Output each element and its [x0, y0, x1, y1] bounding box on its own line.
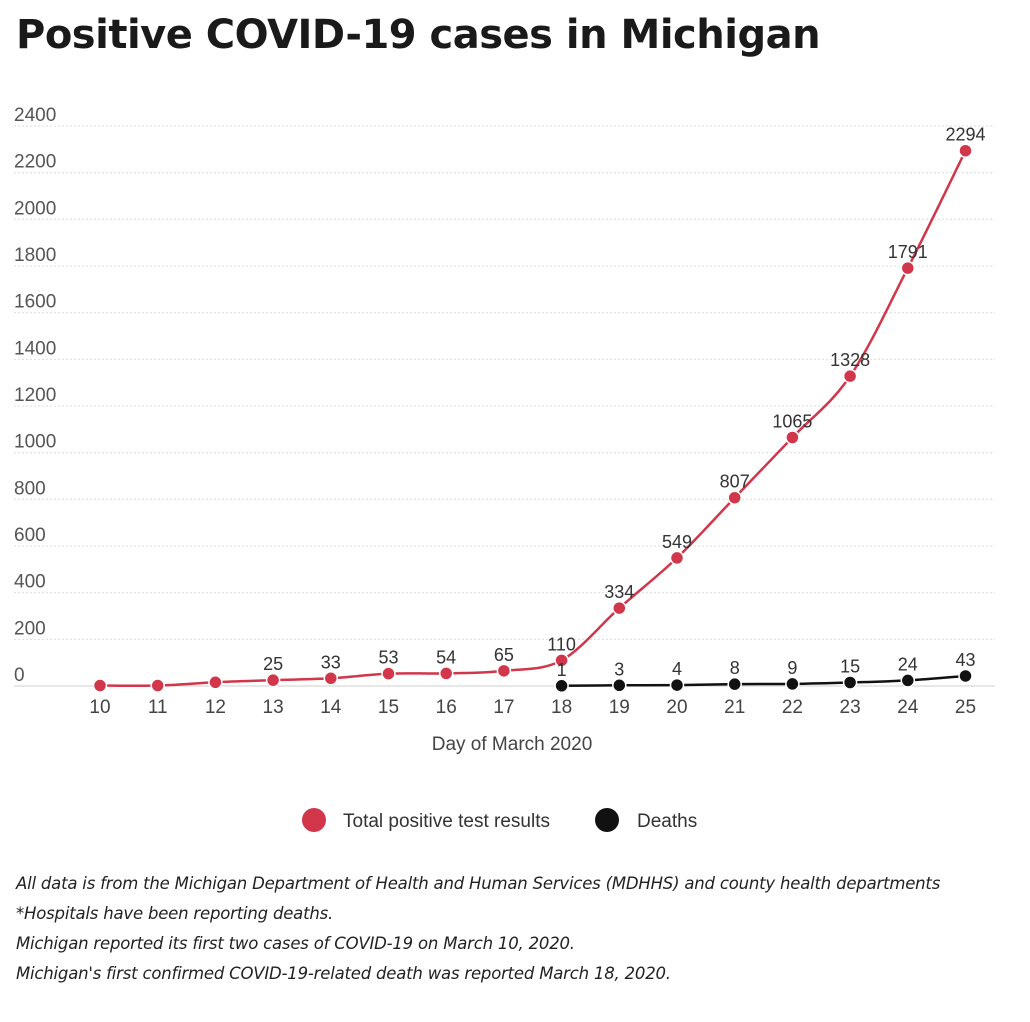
- data-label-positive: 549: [662, 532, 692, 552]
- y-tick-label: 1400: [14, 338, 56, 359]
- data-label-positive: 65: [494, 645, 514, 665]
- data-label-positive: 334: [604, 582, 634, 602]
- x-tick-label: 22: [782, 697, 803, 718]
- footnote-first-death: Michigan's first confirmed COVID-19-rela…: [16, 964, 671, 983]
- x-tick-label: 15: [378, 697, 399, 718]
- data-point-positive: [785, 430, 800, 445]
- x-tick-label: 18: [551, 697, 572, 718]
- y-tick-label: 800: [14, 478, 46, 499]
- y-tick-label: 600: [14, 525, 46, 546]
- x-tick-label: 23: [840, 697, 861, 718]
- x-tick-label: 21: [724, 697, 745, 718]
- data-label-deaths: 1: [557, 660, 567, 680]
- data-label-positive: 25: [263, 654, 283, 674]
- data-point-deaths: [900, 673, 916, 688]
- data-label-deaths: 4: [672, 659, 682, 679]
- footnote-source: All data is from the Michigan Department…: [16, 874, 941, 893]
- series-line-positive: [99, 150, 967, 688]
- x-tick-label: 12: [205, 697, 226, 718]
- data-label-positive: 1791: [888, 242, 928, 262]
- data-point-deaths: [612, 678, 627, 693]
- footnotes: All data is from the Michigan Department…: [16, 872, 1021, 992]
- legend-label-positive: Total positive test results: [343, 811, 550, 832]
- x-tick-label: 13: [263, 697, 284, 718]
- data-point-positive: [612, 600, 627, 616]
- x-tick-label: 10: [89, 697, 110, 718]
- data-point-positive: [381, 666, 396, 681]
- data-label-deaths: 8: [730, 658, 740, 678]
- data-label-deaths: 43: [955, 650, 975, 670]
- data-point-positive: [438, 666, 454, 681]
- footnote-first-cases: Michigan reported its first two cases of…: [16, 934, 575, 953]
- x-tick-label: 24: [897, 697, 919, 718]
- y-tick-label: 1000: [14, 432, 56, 453]
- legend-marker-positive: [302, 808, 326, 832]
- data-label-positive: 2294: [945, 125, 985, 145]
- y-tick-label: 200: [14, 618, 46, 639]
- data-point-deaths: [842, 675, 858, 690]
- y-tick-label: 2400: [14, 105, 56, 126]
- data-point-positive: [150, 678, 165, 693]
- data-point-positive: [900, 260, 916, 276]
- data-point-positive: [727, 490, 742, 505]
- data-label-positive: 1328: [830, 350, 870, 370]
- data-point-deaths: [958, 668, 973, 684]
- x-tick-label: 14: [320, 697, 342, 718]
- x-axis-title: Day of March 2020: [432, 734, 593, 755]
- data-point-positive: [554, 653, 569, 668]
- y-tick-label: 2000: [14, 198, 56, 219]
- data-label-deaths: 24: [898, 654, 918, 674]
- chart-title: Positive COVID-19 cases in Michigan: [16, 12, 821, 58]
- x-tick-label: 16: [436, 697, 457, 718]
- data-point-deaths: [727, 676, 742, 692]
- data-label-deaths: 3: [614, 659, 624, 679]
- y-tick-label: 1600: [14, 292, 56, 313]
- data-point-positive: [958, 143, 973, 158]
- data-label-positive: 54: [436, 647, 456, 667]
- footnote-hospitals: *Hospitals have been reporting deaths.: [16, 904, 334, 923]
- legend-label-deaths: Deaths: [637, 811, 697, 832]
- x-tick-label: 20: [666, 697, 687, 718]
- y-tick-label: 0: [14, 665, 25, 686]
- data-label-positive: 53: [378, 648, 398, 668]
- data-label-deaths: 9: [787, 658, 797, 678]
- data-label-positive: 807: [720, 472, 750, 492]
- line-chart: 0 200 400 600 800 1000 1200 1400 1600 1800 2000 220…: [14, 105, 995, 832]
- data-point-positive: [496, 663, 512, 679]
- data-label-deaths: 15: [840, 657, 860, 677]
- data-point-deaths: [785, 676, 800, 692]
- data-point-deaths: [554, 678, 569, 694]
- data-point-positive: [265, 672, 281, 688]
- data-label-positive: 1065: [772, 412, 812, 432]
- y-tick-label: 2200: [14, 152, 56, 173]
- y-tick-label: 1800: [14, 245, 56, 266]
- data-point-positive: [208, 675, 223, 690]
- data-label-positive: 33: [321, 652, 341, 672]
- x-tick-label: 11: [148, 697, 168, 718]
- data-point-positive: [92, 678, 108, 693]
- y-tick-label: 1200: [14, 385, 56, 406]
- x-tick-label: 25: [955, 697, 976, 718]
- legend-marker-deaths: [595, 808, 619, 832]
- y-tick-label: 400: [14, 572, 46, 593]
- data-label-positive: 110: [547, 634, 576, 654]
- data-point-positive: [842, 368, 858, 384]
- data-point-positive: [669, 550, 685, 566]
- data-point-positive: [323, 671, 339, 686]
- data-point-deaths: [669, 677, 685, 693]
- x-tick-label: 19: [609, 697, 630, 718]
- x-tick-label: 17: [493, 697, 514, 718]
